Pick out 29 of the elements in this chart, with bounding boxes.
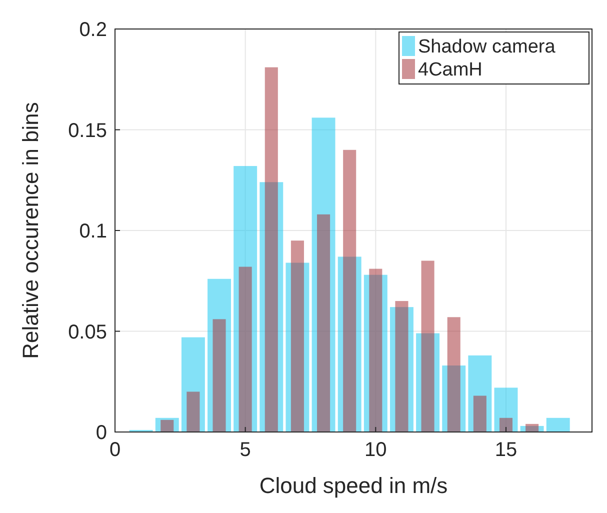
- bar: [473, 396, 486, 432]
- y-tick-label: 0.05: [68, 321, 107, 344]
- bar: [526, 424, 539, 432]
- bar: [447, 317, 460, 432]
- y-axis-title: Relative occurence in bins: [18, 102, 43, 359]
- bar: [238, 266, 252, 432]
- bar: [290, 240, 304, 432]
- legend-label: 4CamH: [418, 60, 482, 81]
- bar: [212, 319, 226, 432]
- bar: [264, 67, 278, 432]
- y-tick-label: 0.15: [68, 120, 107, 142]
- x-tick-label: 0: [109, 439, 121, 461]
- x-tick-label: 10: [364, 439, 387, 461]
- bar: [546, 418, 570, 432]
- legend-label: Shadow camera: [418, 36, 556, 58]
- y-tick-label: 0.1: [79, 220, 107, 242]
- bar: [317, 214, 330, 432]
- x-tick-label: 5: [240, 439, 251, 461]
- bar: [421, 260, 434, 432]
- bar: [369, 268, 382, 432]
- bar: [160, 420, 174, 432]
- y-tick-label: 0.2: [79, 19, 107, 41]
- y-tick-label: 0: [96, 422, 107, 444]
- bar: [186, 392, 200, 432]
- x-tick-label: 15: [494, 439, 518, 461]
- x-axis-title: Cloud speed in m/s: [259, 473, 448, 498]
- bar: [343, 150, 356, 432]
- bar: [395, 301, 408, 432]
- bar: [499, 418, 512, 432]
